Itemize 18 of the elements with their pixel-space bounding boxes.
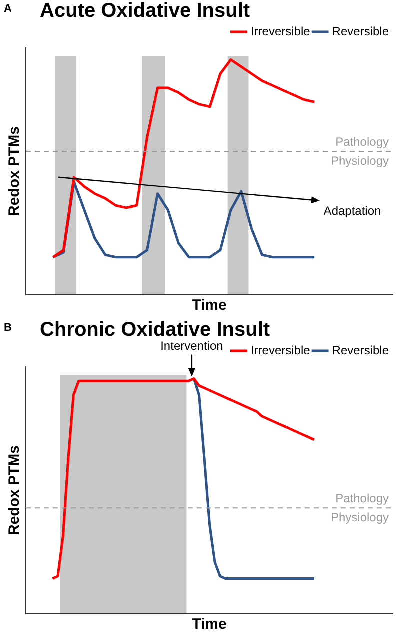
y-axis-title: Redox PTMs — [6, 126, 24, 217]
legend-label: Reversible — [332, 343, 390, 358]
chart-title: Chronic Oxidative Insult — [40, 319, 270, 341]
text: Physiology — [330, 510, 389, 524]
text: Adaptation — [324, 204, 382, 218]
text: Physiology — [330, 154, 389, 168]
chart-title: Acute Oxidative Insult — [40, 0, 250, 23]
legend-label: Irreversible — [250, 24, 311, 38]
y-axis-title: Redox PTMs — [6, 445, 24, 536]
legend-label: Irreversible — [250, 343, 311, 358]
text: Intervention — [160, 339, 224, 354]
ref-line-label: Pathology — [336, 134, 389, 149]
text: B — [4, 322, 12, 334]
ref-line-label: Pathology — [336, 491, 389, 506]
text: A — [4, 3, 12, 15]
x-axis-title: Time — [192, 297, 227, 314]
legend-label: Reversible — [332, 24, 390, 38]
x-axis-title: Time — [192, 616, 227, 634]
